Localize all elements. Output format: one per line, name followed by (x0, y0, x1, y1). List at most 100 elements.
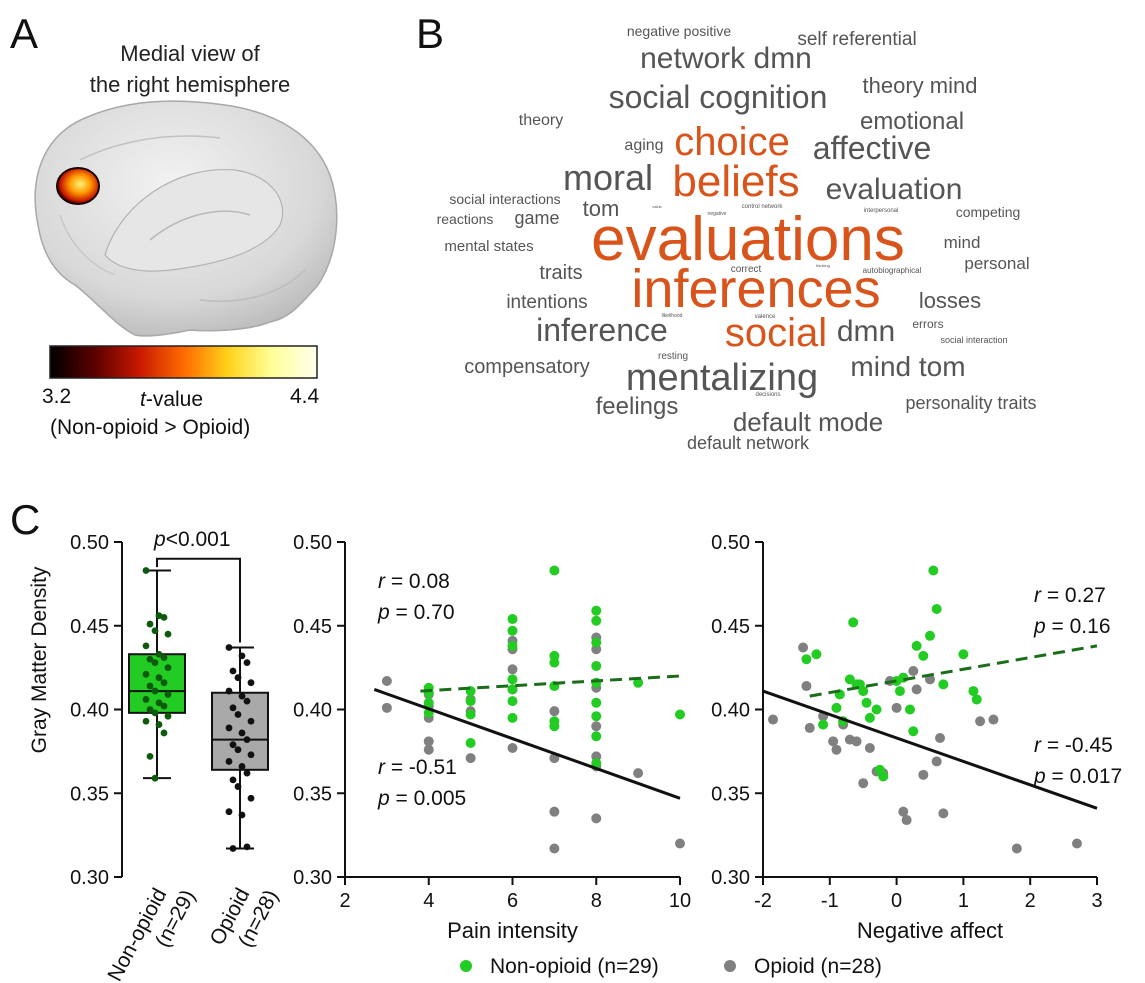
word-cloud-word: feelings (596, 393, 679, 420)
point-opioid (831, 744, 842, 755)
y-tick-label: 0.45 (293, 616, 332, 638)
activation-blob (56, 167, 100, 205)
box-plot: 0.30 0.35 0.40 0.45 0.50 p<0.001 Non-opioid(n=… (70, 528, 283, 983)
box-point (225, 724, 233, 732)
point-opioid (591, 813, 602, 824)
panel-letter-c: C (10, 496, 41, 543)
y-axis-label: Gray Matter Density (28, 566, 51, 753)
x-tick-label: 2 (339, 890, 350, 912)
box-point (234, 746, 242, 754)
box-point (225, 687, 233, 695)
point-opioid (931, 756, 942, 767)
word-cloud-word: beliefs (672, 157, 799, 206)
word-cloud-word: inference (536, 312, 668, 348)
point-opioid (864, 743, 875, 754)
panel-letter-b: B (416, 10, 445, 57)
box-point (164, 664, 172, 672)
stats-opioid-p: p = 0.017 (1033, 765, 1122, 788)
fit-line-opioid (373, 687, 681, 800)
scatter-negative-affect: 0.30 0.35 0.40 0.45 0.50 -2 -1 0 1 2 3 Negative aff… (711, 532, 1122, 943)
word-cloud-word: default network (687, 433, 810, 453)
box-point (247, 679, 255, 687)
box-point (225, 808, 233, 816)
point-opioid (988, 714, 999, 725)
word-cloud-word: inferences (631, 259, 880, 319)
box-point (155, 699, 163, 707)
box-point (142, 642, 150, 650)
y-tick-label: 0.35 (293, 783, 332, 805)
point-non-opioid (465, 696, 476, 707)
stats-opioid-p-symbol: p (377, 787, 390, 810)
stats-non-opioid-p-symbol: p (377, 601, 390, 624)
box-point (146, 753, 154, 760)
point-non-opioid (894, 686, 905, 697)
brain-title-line1: Medial view of (120, 41, 260, 66)
word-cloud-word: reactions (437, 211, 494, 227)
point-opioid (591, 721, 602, 732)
y-tick-label: 0.50 (711, 532, 750, 554)
box-point (229, 704, 237, 712)
point-non-opioid (591, 615, 602, 626)
point-opioid (1071, 838, 1082, 849)
word-cloud-word: thinking (816, 263, 830, 268)
point-non-opioid (831, 702, 842, 713)
box-point (229, 845, 237, 852)
point-non-opioid (858, 686, 869, 697)
significance-label: p<0.001 (153, 528, 231, 551)
box-point (151, 774, 159, 782)
stats-opioid-r: r = -0.45 (1034, 734, 1113, 757)
x-tick-label: 2 (1025, 890, 1036, 912)
brain-figure (34, 100, 338, 379)
stats-non-opioid-p: p = 0.16 (1033, 615, 1111, 638)
point-opioid (911, 684, 922, 695)
y-tick-label: 0.30 (70, 867, 109, 889)
stats-opioid-p-symbol: p (1033, 765, 1046, 788)
legend-marker-non-opioid (460, 960, 472, 972)
box-point (243, 843, 251, 851)
significance-bracket (156, 557, 241, 643)
word-cloud-word: dmn (837, 315, 895, 348)
word-cloud-word: tom (583, 196, 620, 221)
point-non-opioid (971, 694, 982, 705)
box-point (247, 794, 255, 802)
point-opioid (908, 665, 919, 676)
box-point (160, 613, 168, 621)
colorbar-contrast: (Non-opioid > Opioid) (50, 416, 251, 439)
word-cloud-word: theory (519, 112, 563, 129)
box-point (234, 674, 242, 682)
box-point (247, 751, 255, 759)
box-point (151, 659, 159, 666)
point-opioid (381, 702, 392, 713)
box-point (238, 729, 246, 737)
stats-opioid-p-value: = 0.017 (1046, 765, 1122, 788)
point-non-opioid (861, 697, 872, 708)
stats-non-opioid-p-value: = 0.16 (1046, 615, 1111, 638)
legend-marker-opioid (724, 960, 736, 972)
word-cloud-word: decisions (755, 392, 780, 398)
stats-opioid-r-value: = -0.45 (1041, 734, 1113, 757)
point-opioid (798, 642, 809, 653)
box-point (155, 721, 163, 728)
point-opioid (465, 753, 476, 764)
box-point (146, 706, 154, 713)
word-cloud-word: autobiographical (863, 266, 922, 275)
legend: Non-opioid (n=29) Opioid (n=28) (460, 955, 882, 978)
box-point (234, 711, 242, 718)
x-tick-label: 3 (1091, 890, 1102, 912)
box-point (243, 736, 251, 744)
box-point (238, 763, 246, 770)
legend-label: Opioid (n=28) (754, 955, 882, 978)
point-opioid (633, 768, 644, 779)
point-opioid (768, 714, 779, 725)
word-cloud-word: personality traits (905, 393, 1036, 413)
word-cloud-word: affective (813, 130, 932, 166)
x-tick-label: 1 (958, 890, 969, 912)
colorbar (49, 345, 318, 379)
point-non-opioid (911, 640, 922, 651)
point-non-opioid (811, 649, 822, 660)
point-non-opioid (918, 650, 929, 661)
fit-line-non-opioid (420, 674, 681, 693)
stats-non-opioid-p-symbol: p (1033, 615, 1046, 638)
word-cloud-word: likelihood (662, 313, 683, 319)
point-non-opioid (507, 696, 518, 707)
